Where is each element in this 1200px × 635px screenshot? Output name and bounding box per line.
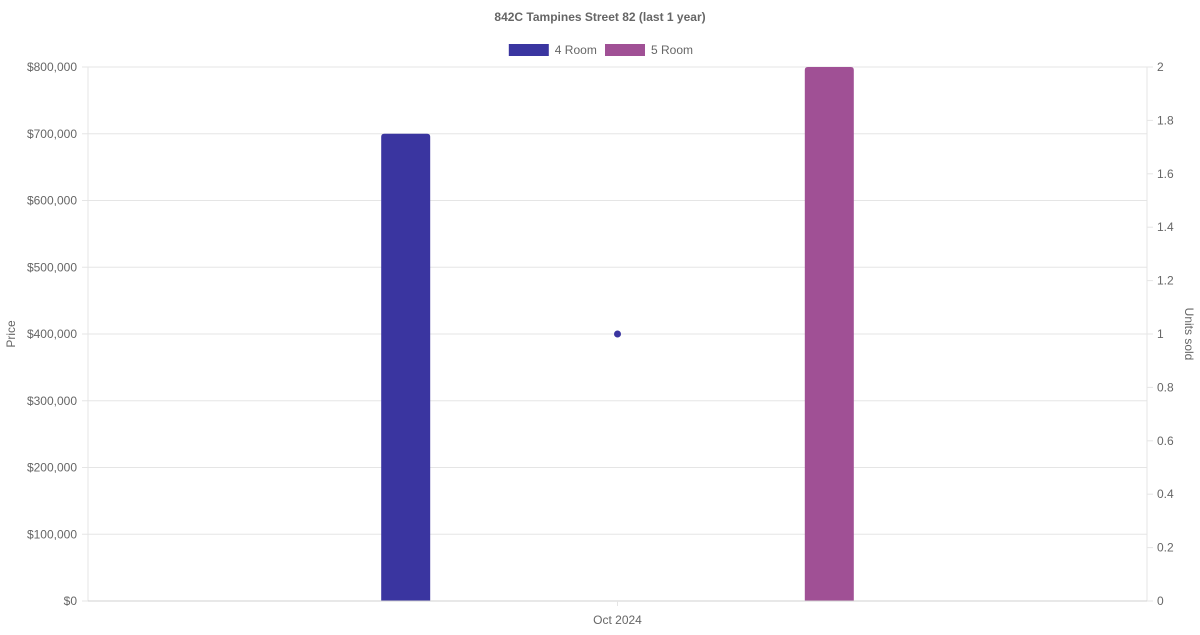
y-tick-label: $800,000: [27, 60, 77, 74]
y-tick-label: $500,000: [27, 260, 77, 274]
y-tick-label: $400,000: [27, 327, 77, 341]
chart-title: 842C Tampines Street 82 (last 1 year): [494, 10, 705, 24]
y-tick-label: $600,000: [27, 194, 77, 208]
x-tick-label: Oct 2024: [593, 613, 642, 627]
legend-swatch-5-room: [605, 44, 645, 56]
y2-tick-label: 0.4: [1157, 487, 1174, 501]
legend-label: 4 Room: [555, 43, 597, 57]
y2-tick-label: 0.6: [1157, 434, 1174, 448]
legend-swatch-4-room: [508, 44, 549, 56]
units-sold-point: [614, 330, 621, 338]
y-tick-label: $300,000: [27, 394, 77, 408]
bar-5-room: [804, 67, 854, 601]
y-tick-label: $0: [64, 594, 78, 608]
y2-tick-label: 1: [1157, 327, 1164, 341]
y-tick-label: $200,000: [27, 461, 77, 475]
y-tick-label: $100,000: [27, 527, 77, 541]
legend-label: 5 Room: [651, 43, 693, 57]
y2-tick-label: 0.8: [1157, 380, 1174, 394]
marks: [381, 67, 854, 601]
y2-axis-label: Units sold: [1182, 308, 1196, 361]
y2-tick-label: 1.6: [1157, 167, 1174, 181]
y-tick-label: $700,000: [27, 127, 77, 141]
y-axis-label: Price: [4, 320, 18, 348]
y2-tick-label: 0.2: [1157, 541, 1174, 555]
axes: $0 $100,000 $200,000 $300,000 $400,000 $500,0…: [27, 60, 1174, 627]
y2-tick-label: 1.8: [1157, 113, 1174, 127]
bar-4-room: [381, 133, 431, 601]
y2-tick-label: 0: [1157, 594, 1164, 608]
y2-tick-label: 1.4: [1157, 220, 1174, 234]
y2-tick-label: 1.2: [1157, 274, 1174, 288]
legend: 4 Room 5 Room: [508, 43, 693, 57]
y2-tick-label: 2: [1157, 60, 1164, 74]
